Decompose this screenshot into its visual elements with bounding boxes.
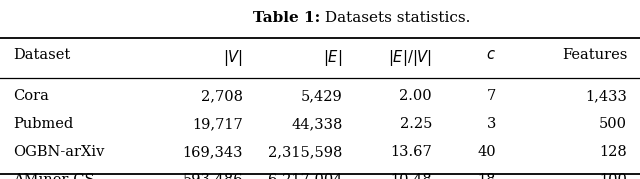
Text: 40: 40: [477, 145, 496, 159]
Text: Table 1:: Table 1:: [253, 11, 320, 25]
Text: 1,433: 1,433: [586, 90, 627, 103]
Text: AMiner-CS: AMiner-CS: [13, 173, 95, 179]
Text: Cora: Cora: [13, 90, 49, 103]
Text: Dataset: Dataset: [13, 48, 70, 62]
Text: $c$: $c$: [486, 48, 496, 62]
Text: OGBN-arXiv: OGBN-arXiv: [13, 145, 104, 159]
Text: 2.00: 2.00: [399, 90, 432, 103]
Text: $|E|$: $|E|$: [323, 48, 342, 68]
Text: 5,429: 5,429: [301, 90, 342, 103]
Text: 18: 18: [477, 173, 496, 179]
Text: 6,217,004: 6,217,004: [268, 173, 342, 179]
Text: 3: 3: [486, 117, 496, 131]
Text: 2.25: 2.25: [399, 117, 432, 131]
Text: 169,343: 169,343: [182, 145, 243, 159]
Text: Features: Features: [562, 48, 627, 62]
Text: Pubmed: Pubmed: [13, 117, 73, 131]
Text: 10.48: 10.48: [390, 173, 432, 179]
Text: 2,315,598: 2,315,598: [268, 145, 342, 159]
Text: 100: 100: [599, 173, 627, 179]
Text: 128: 128: [600, 145, 627, 159]
Text: 44,338: 44,338: [291, 117, 342, 131]
Text: 19,717: 19,717: [193, 117, 243, 131]
Text: 500: 500: [599, 117, 627, 131]
Text: 593,486: 593,486: [182, 173, 243, 179]
Text: $|V|$: $|V|$: [223, 48, 243, 68]
Text: 13.67: 13.67: [390, 145, 432, 159]
Text: $|E|/|V|$: $|E|/|V|$: [388, 48, 432, 68]
Text: 2,708: 2,708: [201, 90, 243, 103]
Text: Datasets statistics.: Datasets statistics.: [320, 11, 470, 25]
Text: 7: 7: [487, 90, 496, 103]
